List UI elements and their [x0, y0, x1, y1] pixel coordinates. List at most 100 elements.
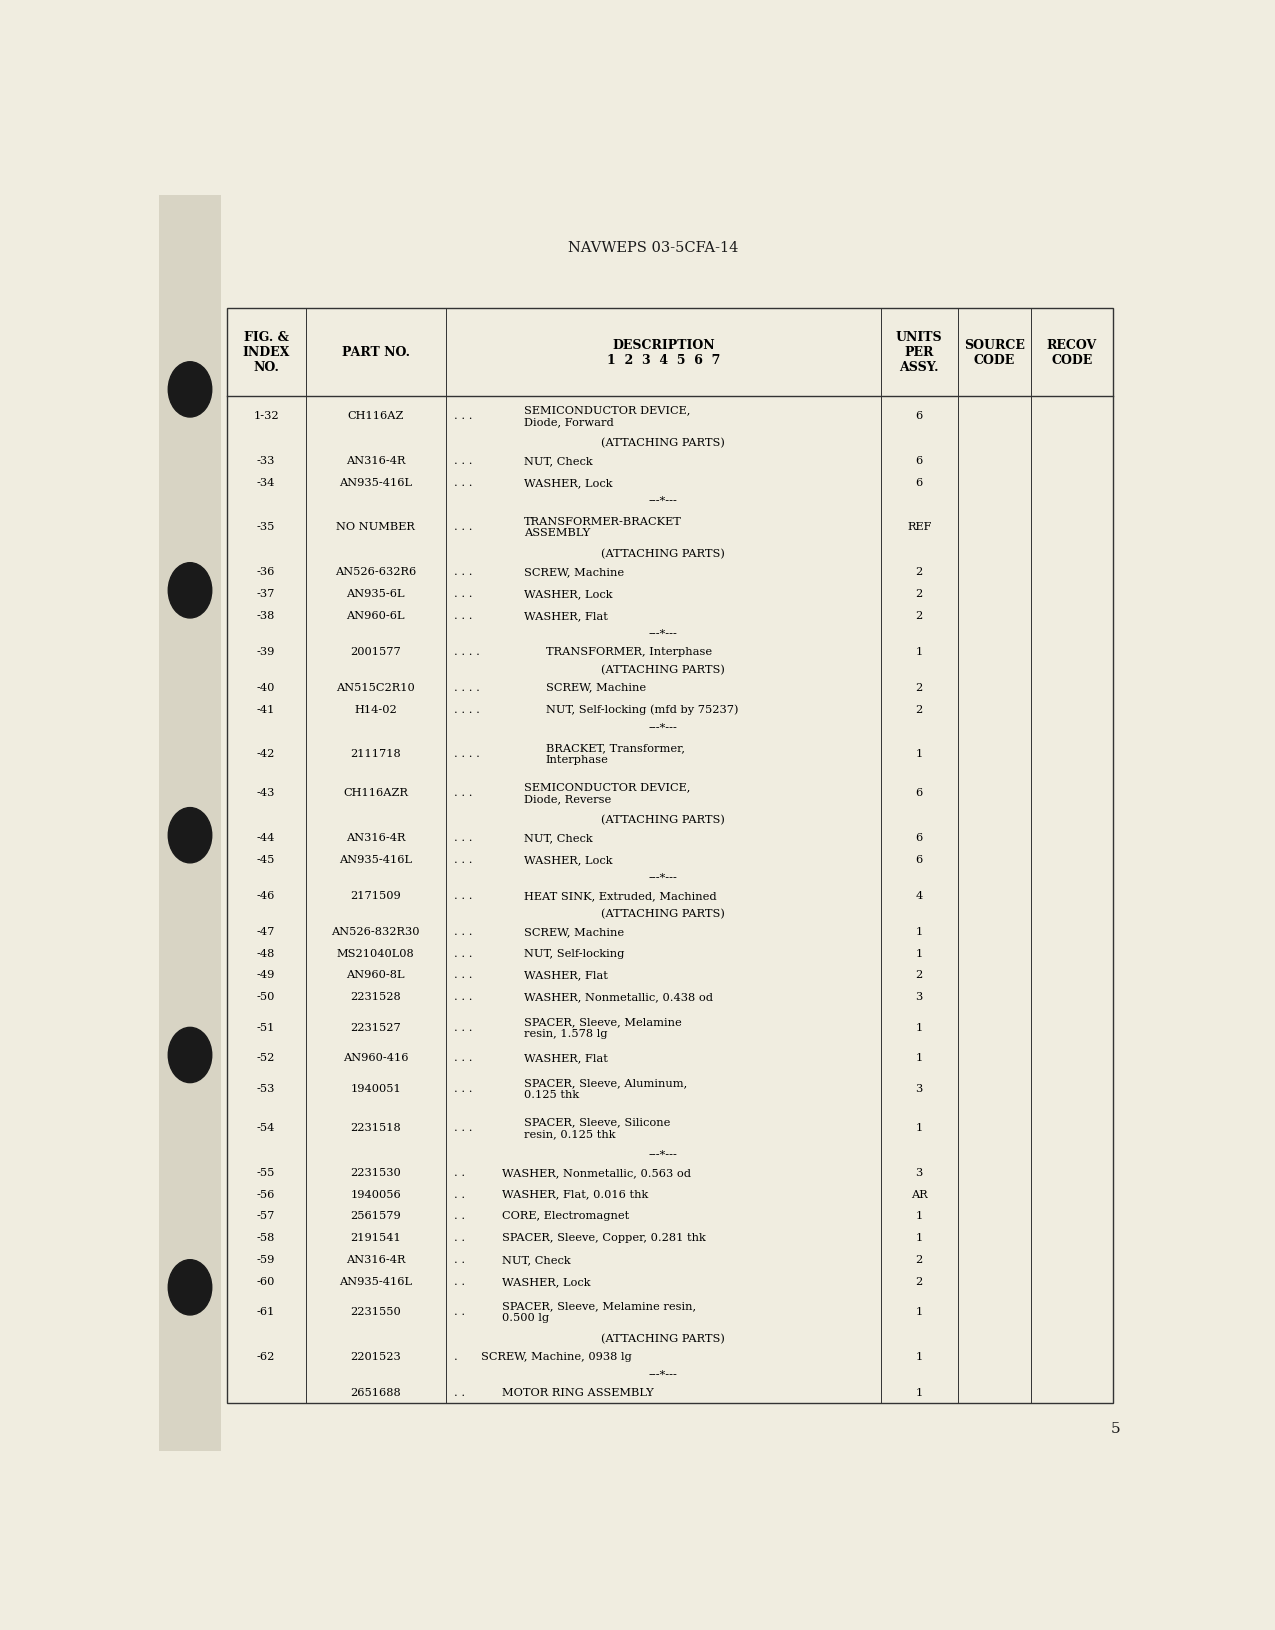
Text: 2: 2: [915, 683, 923, 693]
Text: . . .: . . .: [454, 1053, 472, 1063]
Text: -49: -49: [256, 970, 275, 980]
Text: 2651688: 2651688: [351, 1387, 402, 1397]
Text: NO NUMBER: NO NUMBER: [337, 522, 416, 531]
Text: SEMICONDUCTOR DEVICE,
Diode, Reverse: SEMICONDUCTOR DEVICE, Diode, Reverse: [524, 782, 690, 804]
Text: SCREW, Machine: SCREW, Machine: [524, 926, 625, 936]
Text: -38: -38: [256, 610, 275, 621]
Text: . . .: . . .: [454, 610, 472, 621]
Text: -52: -52: [256, 1053, 275, 1063]
Text: 2: 2: [915, 1276, 923, 1286]
Text: (ATTACHING PARTS): (ATTACHING PARTS): [602, 1333, 725, 1343]
Text: 2: 2: [915, 610, 923, 621]
Text: WASHER, Flat: WASHER, Flat: [524, 970, 608, 980]
Text: (ATTACHING PARTS): (ATTACHING PARTS): [602, 815, 725, 825]
Text: AR: AR: [910, 1188, 928, 1198]
Text: SPACER, Sleeve, Aluminum,
0.125 thk: SPACER, Sleeve, Aluminum, 0.125 thk: [524, 1077, 687, 1099]
Text: . .: . .: [454, 1253, 465, 1265]
Text: 1: 1: [915, 1387, 923, 1397]
Text: 2231527: 2231527: [351, 1022, 402, 1032]
Text: 1: 1: [915, 1211, 923, 1221]
Bar: [159, 196, 221, 1451]
Text: SCREW, Machine, 0938 lg: SCREW, Machine, 0938 lg: [481, 1351, 631, 1361]
Text: 1: 1: [915, 1232, 923, 1242]
Text: NUT, Self-locking (mfd by 75237): NUT, Self-locking (mfd by 75237): [546, 704, 738, 714]
Text: -57: -57: [256, 1211, 275, 1221]
Text: 2001577: 2001577: [351, 647, 402, 657]
Text: (ATTACHING PARTS): (ATTACHING PARTS): [602, 663, 725, 675]
Text: ---*---: ---*---: [649, 1149, 678, 1159]
Text: WASHER, Lock: WASHER, Lock: [524, 588, 612, 598]
Text: .: .: [454, 1351, 458, 1361]
Text: 1: 1: [915, 1053, 923, 1063]
Text: ---*---: ---*---: [649, 496, 678, 505]
Text: -41: -41: [256, 704, 275, 714]
Text: 1-32: 1-32: [254, 411, 279, 421]
Text: WASHER, Flat: WASHER, Flat: [524, 1053, 608, 1063]
Text: 2: 2: [915, 704, 923, 714]
Text: MS21040L08: MS21040L08: [337, 949, 414, 958]
Text: SOURCE
CODE: SOURCE CODE: [964, 339, 1025, 367]
Text: . . .: . . .: [454, 890, 472, 900]
Text: 6: 6: [915, 854, 923, 864]
Text: -35: -35: [256, 522, 275, 531]
Text: NUT, Check: NUT, Check: [524, 833, 593, 843]
Text: REF: REF: [907, 522, 932, 531]
Text: NUT, Self-locking: NUT, Self-locking: [524, 949, 625, 958]
Text: AN960-416: AN960-416: [343, 1053, 408, 1063]
Text: -62: -62: [256, 1351, 275, 1361]
Text: . . .: . . .: [454, 970, 472, 980]
Text: . .: . .: [454, 1167, 465, 1177]
Text: -59: -59: [256, 1253, 275, 1265]
Text: NUT, Check: NUT, Check: [502, 1253, 571, 1265]
Text: 2191541: 2191541: [351, 1232, 402, 1242]
Text: 1: 1: [915, 949, 923, 958]
Text: . .: . .: [454, 1307, 465, 1317]
Text: . . .: . . .: [454, 478, 472, 487]
Text: . . .: . . .: [454, 1022, 472, 1032]
Text: -34: -34: [256, 478, 275, 487]
Text: AN935-6L: AN935-6L: [347, 588, 405, 598]
Text: AN960-8L: AN960-8L: [347, 970, 405, 980]
Text: RECOV
CODE: RECOV CODE: [1047, 339, 1096, 367]
Text: -33: -33: [256, 456, 275, 466]
Text: -48: -48: [256, 949, 275, 958]
Text: -40: -40: [256, 683, 275, 693]
Text: AN526-832R30: AN526-832R30: [332, 926, 419, 936]
Circle shape: [168, 1029, 212, 1082]
Text: -50: -50: [256, 991, 275, 1002]
Text: -45: -45: [256, 854, 275, 864]
Text: 2201523: 2201523: [351, 1351, 402, 1361]
Text: . . .: . . .: [454, 991, 472, 1002]
Text: . . .: . . .: [454, 787, 472, 799]
Text: TRANSFORMER, Interphase: TRANSFORMER, Interphase: [546, 647, 711, 657]
Text: -55: -55: [256, 1167, 275, 1177]
Text: WASHER, Lock: WASHER, Lock: [524, 854, 612, 864]
Text: . . .: . . .: [454, 854, 472, 864]
Text: AN515C2R10: AN515C2R10: [337, 683, 416, 693]
Text: AN316-4R: AN316-4R: [346, 456, 405, 466]
Text: -43: -43: [256, 787, 275, 799]
Text: 1: 1: [915, 926, 923, 936]
Text: -60: -60: [256, 1276, 275, 1286]
Text: UNITS
PER
ASSY.: UNITS PER ASSY.: [896, 331, 942, 373]
Text: . . .: . . .: [454, 588, 472, 598]
Text: AN316-4R: AN316-4R: [346, 833, 405, 843]
Text: 2: 2: [915, 970, 923, 980]
Text: AN935-416L: AN935-416L: [339, 854, 412, 864]
Text: 1940051: 1940051: [351, 1084, 402, 1094]
Text: WASHER, Lock: WASHER, Lock: [524, 478, 612, 487]
Text: WASHER, Nonmetallic, 0.563 od: WASHER, Nonmetallic, 0.563 od: [502, 1167, 691, 1177]
Text: (ATTACHING PARTS): (ATTACHING PARTS): [602, 437, 725, 448]
Text: 6: 6: [915, 787, 923, 799]
Text: 2: 2: [915, 588, 923, 598]
Text: ---*---: ---*---: [649, 872, 678, 882]
Text: 2561579: 2561579: [351, 1211, 402, 1221]
Text: 1: 1: [915, 748, 923, 758]
Text: -47: -47: [256, 926, 275, 936]
Text: . .: . .: [454, 1232, 465, 1242]
Text: WASHER, Lock: WASHER, Lock: [502, 1276, 590, 1286]
Circle shape: [168, 1260, 212, 1315]
Text: H14-02: H14-02: [354, 704, 397, 714]
Text: 3: 3: [915, 1084, 923, 1094]
Text: 1: 1: [915, 1022, 923, 1032]
